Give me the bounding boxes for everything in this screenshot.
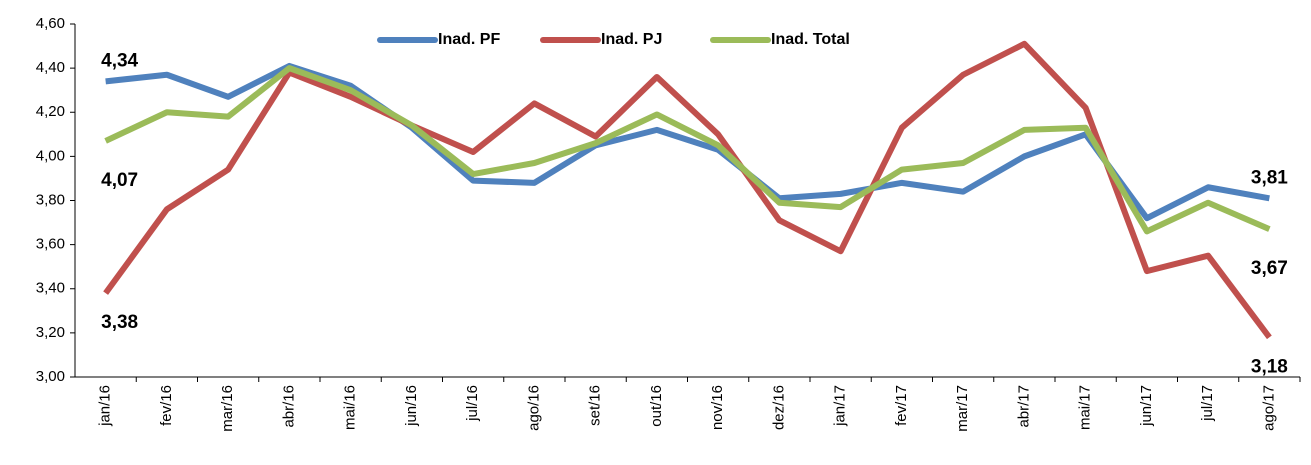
x-tick-label: jun/16 <box>403 385 420 427</box>
x-tick-label: fev/16 <box>158 385 175 426</box>
data-label: 4,07 <box>101 170 138 191</box>
x-tick-label: jan/16 <box>97 385 114 427</box>
x-tick-label: abr/17 <box>1015 385 1032 428</box>
y-tick-label: 3,40 <box>36 280 65 297</box>
y-tick-label: 4,00 <box>36 147 65 164</box>
x-tick-label: jun/17 <box>1138 385 1155 427</box>
x-tick-label: mai/17 <box>1077 385 1094 430</box>
x-tick-label: set/16 <box>587 385 604 426</box>
series-line <box>104 65 1271 235</box>
x-tick-label: ago/16 <box>525 385 542 431</box>
data-label: 3,67 <box>1251 258 1288 279</box>
y-tick-label: 3,20 <box>36 324 65 341</box>
x-tick-label: jan/17 <box>832 385 849 427</box>
x-tick-label: mar/16 <box>219 385 236 432</box>
y-tick-label: 4,40 <box>36 59 65 76</box>
x-tick-label: mai/16 <box>342 385 359 430</box>
x-tick-label: out/16 <box>648 385 665 427</box>
data-label: 3,18 <box>1251 356 1288 377</box>
data-label: 3,81 <box>1251 167 1288 188</box>
x-tick-label: abr/16 <box>280 385 297 428</box>
y-tick-label: 3,00 <box>36 368 65 385</box>
y-tick-label: 3,80 <box>36 191 65 208</box>
data-label: 4,34 <box>101 50 138 71</box>
x-tick-label: fev/17 <box>893 385 910 426</box>
series-line <box>103 40 1272 340</box>
x-tick-label: dez/16 <box>770 385 787 430</box>
x-tick-label: jul/16 <box>464 385 481 422</box>
x-tick-label: ago/17 <box>1260 385 1277 431</box>
y-tick-label: 4,20 <box>36 103 65 120</box>
legend-label: Inad. PJ <box>601 31 662 48</box>
legend-label: Inad. PF <box>438 31 500 48</box>
x-tick-label: mar/17 <box>954 385 971 432</box>
x-tick-label: nov/16 <box>709 385 726 430</box>
x-tick-label: jul/17 <box>1199 385 1216 422</box>
y-tick-label: 4,60 <box>36 15 65 32</box>
legend-label: Inad. Total <box>771 31 850 48</box>
y-tick-label: 3,60 <box>36 236 65 253</box>
data-label: 3,38 <box>101 312 138 333</box>
